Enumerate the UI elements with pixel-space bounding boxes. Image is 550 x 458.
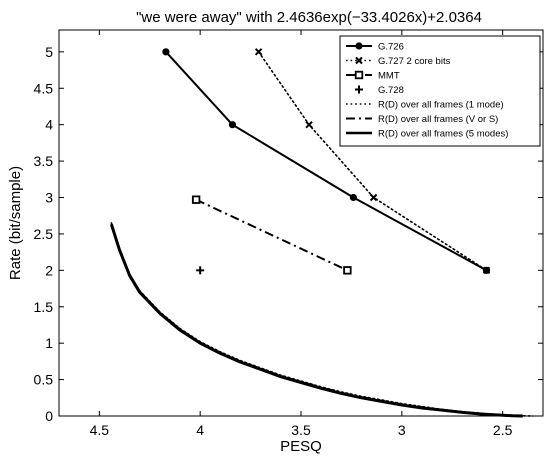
y-tick-label: 0 (45, 408, 53, 424)
data-point (191, 195, 201, 204)
legend-entry: G.727 2 core bits (346, 56, 451, 67)
data-point (343, 266, 352, 275)
data-point (305, 120, 313, 129)
y-axis-title: Rate (bit/sample) (7, 166, 24, 280)
marker-x-stroke (305, 120, 313, 129)
y-tick-label: 2 (45, 262, 53, 278)
legend-label: G.728 (378, 85, 404, 96)
data-point (228, 121, 237, 129)
data-point (196, 266, 205, 275)
x-tick-label: 3 (398, 422, 406, 438)
marker-x-stroke (482, 266, 491, 275)
y-tick-label: 3.5 (34, 153, 54, 169)
y-tick-label: 4 (45, 117, 53, 133)
legend-marker (355, 42, 363, 50)
y-tick-label: 1 (45, 335, 53, 351)
legend-label: R(D) over all frames (1 mode) (378, 100, 504, 111)
y-tick-label: 5 (45, 44, 53, 60)
marker-x-stroke (369, 193, 378, 202)
series-line (195, 198, 348, 272)
marker-x-stroke (355, 56, 363, 65)
legend-marker (354, 70, 364, 80)
x-tick-label: 4.5 (90, 422, 110, 438)
legend-label: R(D) over all frames (5 modes) (378, 129, 508, 140)
data-point (162, 48, 170, 56)
legend-entry: R(D) over all frames (1 mode) (346, 100, 504, 111)
legend-label: R(D) over all frames (V or S) (378, 114, 498, 125)
series-line (110, 224, 523, 418)
marker-x-stroke (254, 48, 263, 56)
series-g-728 (196, 266, 205, 275)
ticks-layer: 4.5 4 3.5 3 2.5 0 0.5 1 1.5 2 2.5 3 3.5 4 4.5 5 (34, 30, 543, 438)
data-point (482, 266, 491, 275)
legend: G.726 G.727 2 core bits MMT G.728 R(D) over … (339, 35, 541, 147)
legend-entry: G.728 (355, 85, 404, 96)
data-point (369, 193, 378, 202)
legend-label: G.726 (378, 42, 404, 53)
chart-title: "we were away" with 2.4636exp(−33.4026x)… (136, 9, 482, 26)
series-g-727-2-core-bits (254, 48, 491, 275)
y-tick-label: 2.5 (34, 226, 54, 242)
y-tick-label: 0.5 (34, 372, 54, 388)
x-tick-label: 4 (196, 422, 204, 438)
series-line (165, 51, 488, 272)
series-layer (110, 48, 534, 418)
legend-marker (355, 85, 363, 94)
legend-entry: MMT (346, 71, 400, 82)
legend-label: MMT (378, 71, 400, 82)
legend-entry: G.726 (346, 42, 404, 53)
x-tick-label: 3.5 (291, 422, 311, 438)
series-r-d-over-all-frames-5-modes (110, 224, 523, 418)
legend-box (339, 35, 541, 147)
legend-entry: R(D) over all frames (V or S) (346, 114, 498, 125)
data-point (254, 48, 263, 56)
y-tick-label: 4.5 (34, 80, 54, 96)
x-tick-label: 2.5 (493, 422, 513, 438)
series-mmt (191, 195, 352, 275)
x-axis-title: PESQ (280, 438, 322, 455)
legend-entry: R(D) over all frames (5 modes) (346, 129, 508, 140)
y-tick-label: 3 (45, 190, 53, 206)
legend-label: G.727 2 core bits (378, 56, 451, 67)
series-line (257, 51, 488, 272)
data-point (349, 193, 358, 202)
y-tick-label: 1.5 (34, 299, 54, 315)
legend-marker (355, 56, 363, 65)
